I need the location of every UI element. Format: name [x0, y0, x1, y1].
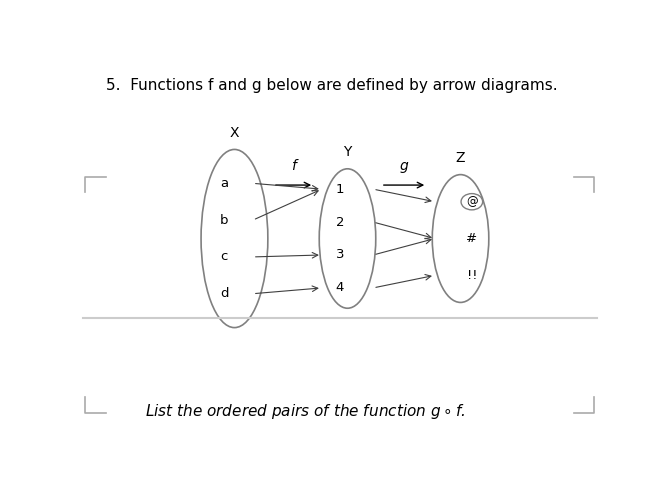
Text: #: #	[466, 232, 477, 245]
Text: @: @	[466, 195, 478, 208]
Text: 4: 4	[335, 281, 344, 294]
Text: !!: !!	[467, 269, 477, 282]
Text: X: X	[229, 126, 239, 140]
Text: d: d	[220, 287, 229, 300]
Text: c: c	[221, 250, 228, 264]
Text: Y: Y	[343, 145, 351, 159]
Text: b: b	[220, 214, 229, 227]
Text: List the ordered pairs of the function $g \circ f$.: List the ordered pairs of the function $…	[145, 401, 465, 421]
Text: 3: 3	[335, 248, 344, 262]
Text: 1: 1	[335, 183, 344, 196]
Text: f: f	[291, 159, 296, 174]
Text: 5.  Functions f and g below are defined by arrow diagrams.: 5. Functions f and g below are defined b…	[106, 78, 558, 93]
Text: g: g	[400, 159, 408, 174]
Text: 2: 2	[335, 216, 344, 228]
Text: a: a	[220, 177, 228, 190]
Text: Z: Z	[455, 151, 465, 165]
